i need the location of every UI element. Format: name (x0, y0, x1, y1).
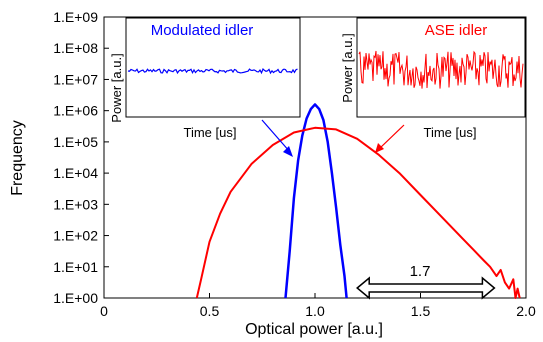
y-tick-label: 1.E+09 (53, 9, 98, 25)
y-tick-label: 1.E+07 (53, 71, 98, 87)
span-label: 1.7 (410, 263, 431, 280)
y-axis-ticks: 1.E+00 1.E+01 1.E+02 1.E+03 1.E+04 1.E+05 1.E+… (53, 9, 109, 306)
span-double-arrow (356, 276, 496, 300)
y-tick-label: 1.E+00 (53, 290, 98, 306)
y-tick-label: 1.E+05 (53, 134, 98, 150)
ase-inset-xlabel: Time [us] (424, 125, 477, 140)
blue-pointer-head (283, 146, 293, 157)
y-tick-label: 1.E+08 (53, 40, 98, 56)
ase-idler-inset: ASE idler Power [a.u.] Time [us] (340, 17, 526, 140)
modulated-curve (284, 103, 348, 299)
ase-curve (195, 126, 521, 299)
modulated-inset-ylabel: Power [a.u.] (109, 53, 124, 122)
y-axis-label: Frequency (9, 120, 26, 196)
modulated-inset-trace (127, 67, 298, 75)
ase-inset-trace (358, 50, 524, 89)
span-arrow-shape (356, 276, 496, 300)
modulated-inset-frame (125, 17, 301, 118)
y-tick-label: 1.E+04 (53, 165, 98, 181)
modulated-inset-title: Modulated idler (151, 22, 254, 39)
span-annotation: 1.7 (356, 263, 496, 300)
ase-inset-ylabel: Power [a.u.] (340, 33, 355, 102)
modulated-idler-inset: Modulated idler Power [a.u.] Time [us] (109, 17, 301, 140)
x-tick-label: 2.0 (516, 303, 536, 319)
x-axis-label: Optical power [a.u.] (245, 321, 383, 338)
x-tick-label: 1.5 (411, 303, 431, 319)
x-tick-label: 0 (100, 303, 108, 319)
blue-pointer-line (261, 119, 291, 153)
x-tick-label: 1.0 (305, 303, 325, 319)
x-axis-ticks: 0 0.5 1.0 1.5 2.0 (100, 293, 536, 319)
ase-inset-title: ASE idler (425, 22, 488, 39)
x-tick-label: 0.5 (200, 303, 220, 319)
red-pointer-line (379, 124, 405, 149)
y-tick-label: 1.E+06 (53, 103, 98, 119)
modulated-inset-xlabel: Time [us] (184, 125, 237, 140)
y-tick-label: 1.E+02 (53, 228, 98, 244)
red-pointer-head (375, 143, 384, 153)
y-tick-label: 1.E+03 (53, 196, 98, 212)
pointer-arrows (261, 119, 405, 157)
y-tick-label: 1.E+01 (53, 259, 98, 275)
series-layer (195, 103, 521, 299)
